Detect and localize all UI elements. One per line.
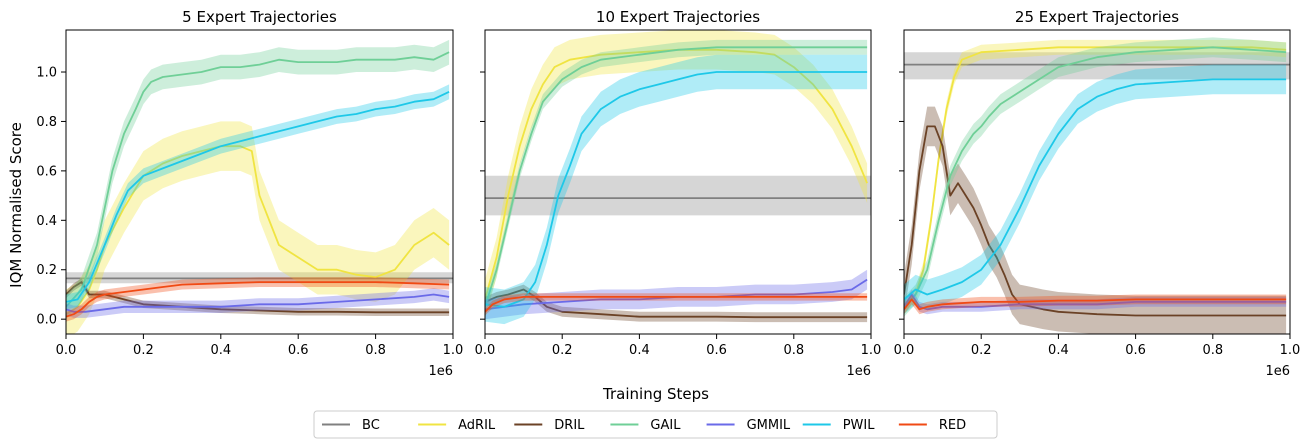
series-line-pwil	[485, 71, 868, 308]
legend-item-pwil: PWIL	[802, 418, 876, 433]
band-gmmil	[485, 269, 868, 320]
series-line-red	[904, 298, 1287, 311]
series-line-adril	[485, 48, 868, 300]
plot-area	[904, 37, 1290, 334]
x-tick-label: 1.0	[1280, 343, 1301, 358]
legend-item-red: RED	[898, 418, 966, 433]
band-red	[485, 293, 868, 316]
band-pwil	[485, 54, 868, 325]
legend-label: BC	[362, 418, 380, 433]
x-axis-label: Training Steps	[602, 385, 709, 403]
x-tick-label: 0.0	[475, 343, 496, 358]
axes-frame	[65, 29, 454, 335]
band-bc	[904, 52, 1290, 80]
x-scale-label: 1e6	[846, 364, 871, 379]
legend-label: DRIL	[554, 418, 585, 433]
x-tick-label: 1.0	[861, 343, 882, 358]
band-dril	[904, 106, 1287, 334]
series-line-gmmil	[66, 293, 450, 313]
legend-label: AdRIL	[458, 418, 496, 433]
legend-item-dril: DRIL	[514, 418, 585, 433]
y-axis-label: IQM Normalised Score	[7, 122, 25, 288]
plot-area	[66, 39, 453, 334]
band-red	[66, 277, 450, 322]
series-line-pwil	[904, 78, 1287, 301]
series-line-pwil	[66, 90, 450, 303]
series-line-adril	[904, 46, 1287, 308]
y-tick-label: 1.0	[36, 66, 57, 81]
x-scale-label: 1e6	[1265, 364, 1290, 379]
axes-frame	[903, 29, 1291, 335]
y-tick-label: 0.6	[36, 164, 57, 179]
panel-2: 0.0 0.2 0.4 0.6 0.8 1.0 1e6 10 Expert Trajector…	[475, 8, 882, 379]
x-tick-label: 0.0	[894, 343, 915, 358]
band-gail	[66, 39, 450, 320]
band-gmmil	[66, 288, 450, 318]
series-line-gail	[904, 46, 1287, 308]
x-tick-label: 0.6	[1125, 343, 1146, 358]
legend-item-adril: AdRIL	[418, 418, 496, 433]
x-tick-label: 0.0	[56, 343, 77, 358]
panel-title: 10 Expert Trajectories	[596, 8, 760, 26]
x-tick-label: 1.0	[443, 343, 464, 358]
series-line-red	[66, 281, 450, 318]
panels: 0.0 0.2 0.4 0.6 0.8 1.0 1e6 0.0 0.2 0.4 0.6 0.8 1.0 5…	[36, 8, 1300, 379]
series-line-gail	[485, 46, 868, 308]
x-tick-label: 0.6	[288, 343, 309, 358]
legend-label: GMMIL	[747, 418, 791, 433]
x-tick-label: 0.6	[706, 343, 727, 358]
band-gmmil	[904, 289, 1287, 315]
panel-3: 0.0 0.2 0.4 0.6 0.8 1.0 1e6 25 Expert Trajector…	[894, 8, 1301, 379]
panel-1: 0.0 0.2 0.4 0.6 0.8 1.0 1e6 0.0 0.2 0.4 0.6 0.8 1.0 5…	[36, 8, 463, 379]
y-tick-label: 0.4	[36, 214, 57, 229]
legend-item-gmmil: GMMIL	[706, 418, 791, 433]
x-tick-label: 0.8	[1202, 343, 1223, 358]
y-tick-label: 0.2	[36, 263, 57, 278]
x-scale-label: 1e6	[428, 364, 453, 379]
series-line-red	[485, 295, 868, 313]
legend-label: GAIL	[650, 418, 681, 433]
legend-item-gail: GAIL	[610, 418, 681, 433]
x-tick-label: 0.4	[210, 343, 231, 358]
x-tick-label: 0.8	[365, 343, 386, 358]
y-tick-label: 0.8	[36, 115, 57, 130]
band-pwil	[904, 64, 1287, 315]
panel-title: 5 Expert Trajectories	[182, 8, 337, 26]
x-tick-label: 0.2	[133, 343, 154, 358]
band-pwil	[66, 84, 450, 310]
x-tick-label: 0.4	[1048, 343, 1069, 358]
band-gail	[904, 37, 1287, 317]
plot-area	[485, 30, 871, 325]
band-adril	[66, 121, 450, 334]
series-line-gail	[66, 51, 450, 308]
series-line-dril	[904, 125, 1287, 317]
series-line-dril	[485, 288, 868, 319]
band-bc	[485, 175, 871, 216]
legend-label: RED	[939, 418, 966, 433]
x-tick-label: 0.2	[971, 343, 992, 358]
series-line-gmmil	[904, 293, 1287, 311]
legend: BC AdRIL DRIL GAIL GMMIL PWIL RED	[313, 410, 998, 439]
x-tick-label: 0.8	[783, 343, 804, 358]
y-tick-label: 0.0	[36, 313, 57, 328]
legend-frame	[313, 410, 998, 439]
x-tick-label: 0.4	[629, 343, 650, 358]
panel-title: 25 Expert Trajectories	[1015, 8, 1179, 26]
legend-item-bc: BC	[322, 418, 380, 433]
legend-label: PWIL	[843, 418, 876, 433]
x-tick-label: 0.2	[552, 343, 573, 358]
axes-frame	[484, 29, 872, 335]
